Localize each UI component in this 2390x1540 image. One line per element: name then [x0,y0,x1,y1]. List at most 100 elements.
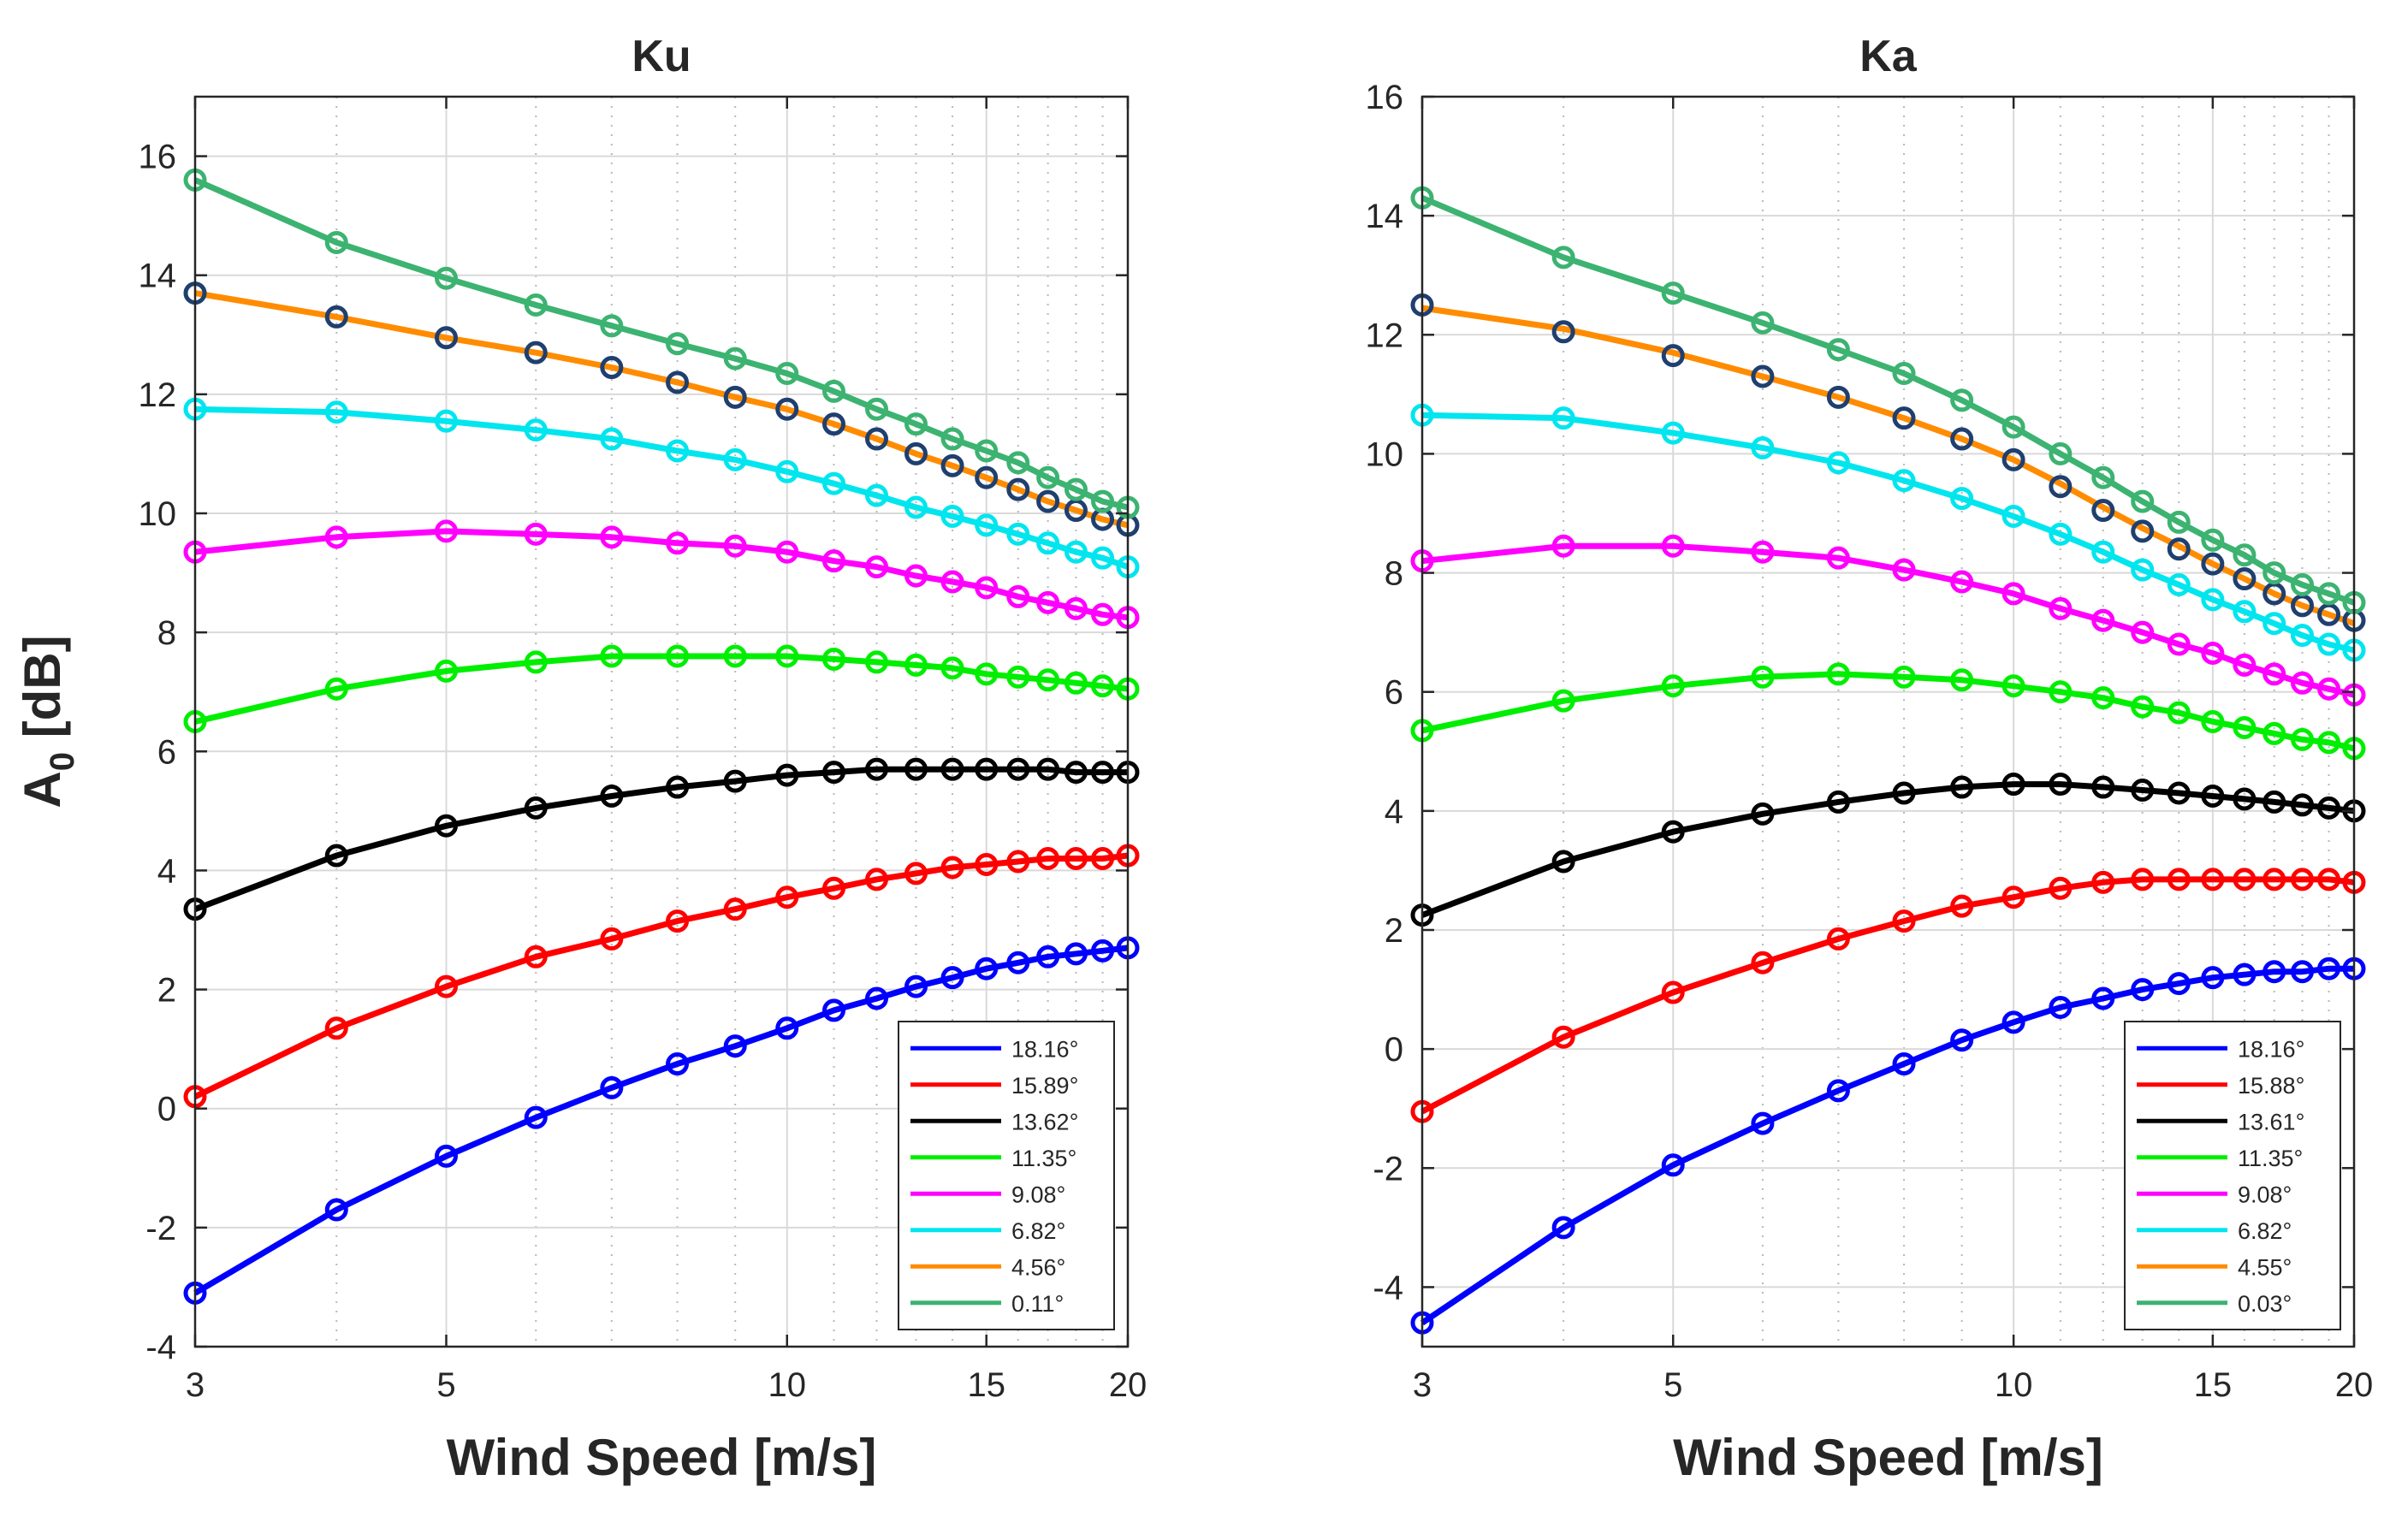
data-point [1551,689,1575,713]
y-tick-label: 16 [139,139,177,176]
x-tick-label: 20 [1109,1366,1148,1404]
data-point [940,453,964,477]
data-point [2002,447,2025,471]
data-point [822,761,846,785]
data-point [2167,510,2191,534]
data-point [1006,757,1030,781]
x-tick-label: 20 [2335,1366,2374,1404]
data-point [2262,790,2286,814]
data-point [723,1034,747,1058]
data-point [1036,531,1060,555]
panel-ku: 3 5 10 15 20 -4 -2 0 2 4 6 8 10 12 14 16 Ku Wind Speed [m… [14,32,1147,1486]
data-point [600,644,624,668]
data-point [1064,477,1088,501]
data-point [2049,475,2073,499]
legend-label: 13.62° [1011,1109,1078,1134]
data-point [2049,596,2073,620]
data-point [904,974,928,998]
data-point [1091,847,1115,871]
series-line [194,290,1129,529]
data-point [975,757,999,781]
data-point [1892,1052,1916,1076]
data-point [1036,757,1060,781]
data-point [2262,960,2286,984]
data-point [1751,540,1775,564]
x-axis-label: Wind Speed [m/s] [1673,1429,2103,1486]
data-point [524,796,548,820]
data-point [666,370,690,394]
legend-label: 18.16° [2238,1036,2304,1062]
data-point [1826,662,1850,686]
x-tick-label: 10 [1995,1366,2033,1404]
data-point [1661,421,1685,445]
data-point [1551,1216,1575,1240]
data-point [2201,868,2225,891]
data-point [524,650,548,674]
y-tick-label: 4 [157,852,176,890]
data-point [865,868,889,891]
data-point [1950,388,1974,412]
data-point [524,1105,548,1129]
y-tick-label: 16 [1366,79,1404,116]
data-point [904,441,928,465]
data-point [723,346,747,370]
data-point [723,447,747,471]
data-point [975,957,999,980]
y-tick-label: 4 [1385,793,1403,831]
data-point [1661,281,1685,305]
data-point [822,998,846,1022]
data-point [434,659,458,683]
y-tick-label: 2 [157,972,176,1010]
data-point [2167,572,2191,596]
data-point [2233,715,2257,739]
data-point [2317,677,2341,701]
series-line [1420,876,2355,1115]
axes-box [1420,95,2356,1348]
data-point [2262,612,2286,636]
y-tick-label: 8 [157,614,176,652]
data-point [434,326,458,350]
data-point [975,439,999,463]
data-point [666,1052,690,1076]
y-tick-label: 0 [157,1091,176,1128]
y-axis-label-main: A [14,771,71,808]
data-point [2317,582,2341,606]
data-point [1064,596,1088,620]
data-point [2091,608,2115,632]
x-tick-label: 5 [436,1366,455,1404]
data-point [775,1016,799,1040]
data-point [434,519,458,543]
data-point [723,897,747,921]
ticks: 3 5 10 15 20 -4 -2 0 2 4 6 8 10 12 14 16 [139,97,1148,1404]
data-point [1036,668,1060,692]
series-line [193,766,1128,912]
data-point [723,769,747,793]
data-point [1751,665,1775,689]
data-point [434,266,458,290]
legend-label: 15.89° [1011,1073,1078,1099]
series-group [183,168,1140,1305]
data-point [1091,489,1115,513]
data-point [2317,868,2341,891]
data-point [2167,701,2191,725]
data-point [865,483,889,507]
data-point [2233,653,2257,677]
x-tick-label: 15 [2194,1366,2233,1404]
data-point [666,644,690,668]
data-point [1892,469,1916,493]
data-point [2091,870,2115,894]
data-point [1892,665,1916,689]
y-tick-label: 10 [139,495,177,533]
series-markers [183,168,1140,519]
data-point [2049,680,2073,704]
data-point [1006,451,1030,475]
data-point [865,757,889,781]
data-point [2317,957,2341,980]
data-point [600,927,624,951]
data-point [434,409,458,433]
data-point [1091,674,1115,698]
data-point [1892,558,1916,582]
data-point [2131,519,2155,543]
data-point [2262,662,2286,686]
